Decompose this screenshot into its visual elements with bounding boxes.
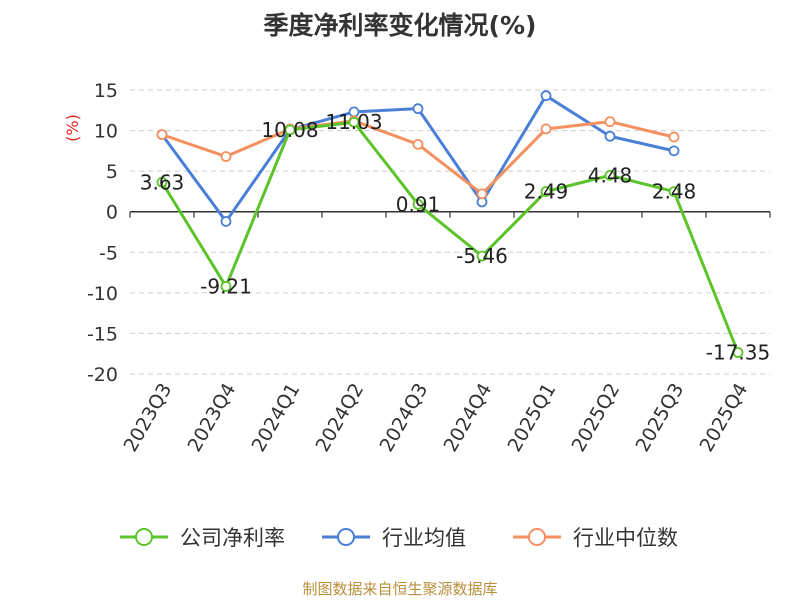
x-tick-label: 2023Q3 xyxy=(120,380,177,456)
y-tick-label: 10 xyxy=(94,121,118,143)
x-tick-label: 2023Q4 xyxy=(184,380,241,456)
y-tick-label: -20 xyxy=(87,364,118,386)
data-point xyxy=(476,250,488,262)
y-axis-label: (%) xyxy=(63,114,82,142)
data-label: 2.49 xyxy=(524,180,569,204)
legend-marker xyxy=(337,528,355,546)
y-tick-label: -15 xyxy=(87,323,118,345)
data-point xyxy=(668,145,680,157)
legend[interactable]: 公司净利率 行业均值 行业中位数 xyxy=(120,526,678,550)
data-point xyxy=(220,281,232,292)
data-label: 0.91 xyxy=(396,192,441,216)
y-tick-label: 0 xyxy=(106,202,118,224)
data-point xyxy=(540,186,552,197)
data-point xyxy=(348,116,360,128)
y-tick-label: -10 xyxy=(87,283,118,305)
y-tick-label: -5 xyxy=(99,242,118,264)
x-tick-label: 2025Q3 xyxy=(632,380,689,456)
legend-marker xyxy=(528,528,546,546)
data-point xyxy=(604,169,616,181)
data-point xyxy=(156,176,168,188)
grid-lines xyxy=(130,89,770,375)
data-point xyxy=(412,138,424,150)
x-tick-label: 2024Q4 xyxy=(440,380,497,456)
data-point xyxy=(668,186,680,197)
x-tick-label: 2025Q2 xyxy=(568,380,625,456)
data-point xyxy=(156,129,168,141)
data-point xyxy=(604,116,616,128)
data-point xyxy=(668,131,680,143)
y-tick-label: 15 xyxy=(94,80,118,102)
data-point xyxy=(476,188,488,200)
y-tick-label: 5 xyxy=(106,161,118,183)
data-point xyxy=(732,347,744,358)
x-tick-label: 2024Q1 xyxy=(248,380,305,456)
data-labels: 3.63 -9.21 10.08 11.03 0.91 -5.46 2.49 4.48 2.48… xyxy=(140,110,771,364)
data-label: 10.08 xyxy=(261,118,318,142)
data-point xyxy=(412,103,424,115)
legend-item[interactable]: 公司净利率 xyxy=(120,526,285,550)
legend-item[interactable]: 行业中位数 xyxy=(513,526,678,550)
data-point xyxy=(284,124,296,136)
x-tick-label: 2025Q1 xyxy=(504,380,561,456)
data-point xyxy=(412,198,424,210)
data-point xyxy=(220,216,232,227)
data-label: -17.35 xyxy=(706,340,770,364)
x-tick-label: 2024Q2 xyxy=(312,380,369,456)
data-source-note: 制图数据来自恒生聚源数据库 xyxy=(302,580,498,598)
chart-title: 季度净利率变化情况(%) xyxy=(263,11,537,40)
data-point xyxy=(604,130,616,142)
x-tick-label: 2024Q3 xyxy=(376,380,433,456)
x-tick-label: 2025Q4 xyxy=(696,380,753,456)
data-label: 4.48 xyxy=(588,163,633,187)
data-label: -9.21 xyxy=(200,274,252,298)
data-label: -5.46 xyxy=(456,244,508,268)
data-point xyxy=(540,123,552,135)
series-lines xyxy=(156,90,744,358)
data-label: 2.48 xyxy=(652,180,697,204)
data-label: 11.03 xyxy=(325,110,382,134)
data-point xyxy=(220,151,232,162)
legend-item[interactable]: 行业均值 xyxy=(322,526,466,550)
data-point xyxy=(540,90,552,102)
series-line xyxy=(160,120,740,354)
legend-marker xyxy=(135,528,153,546)
legend-label: 公司净利率 xyxy=(180,526,285,550)
legend-label: 行业均值 xyxy=(382,526,466,550)
data-label: 3.63 xyxy=(140,170,185,194)
legend-label: 行业中位数 xyxy=(573,526,678,550)
